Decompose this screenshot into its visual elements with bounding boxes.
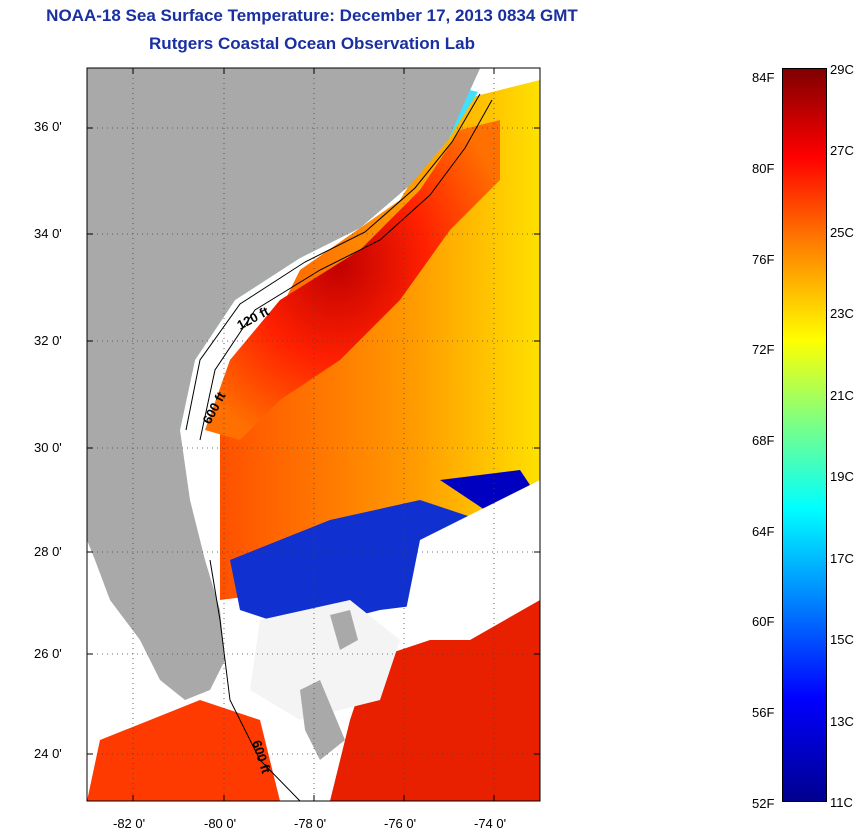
contour-600ft-south <box>209 559 301 801</box>
colorbar-fahrenheit-label: 52F <box>752 796 775 811</box>
colorbar-fahrenheit-label: 64F <box>752 524 775 539</box>
colorbar-celsius-label: 29C <box>830 62 854 77</box>
colorbar-fahrenheit-label: 72F <box>752 342 775 357</box>
keys-warm-water <box>87 700 280 801</box>
lat-tick-label: 24 0' <box>34 746 62 761</box>
colorbar-celsius-label: 13C <box>830 714 854 729</box>
lon-tick-label: -78 0' <box>294 816 327 831</box>
colorbar-celsius-label: 17C <box>830 551 854 566</box>
lat-tick-label: 34 0' <box>34 226 62 241</box>
map-ticks <box>87 68 540 801</box>
colorbar-fahrenheit-label: 80F <box>752 161 775 176</box>
colorbar-fahrenheit-label: 84F <box>752 70 775 85</box>
map-title: NOAA-18 Sea Surface Temperature: Decembe… <box>46 6 578 25</box>
gulf-stream-core <box>205 120 500 440</box>
lat-tick-label: 30 0' <box>34 440 62 455</box>
colorbar-fahrenheit-label: 56F <box>752 705 775 720</box>
lat-tick-label: 32 0' <box>34 333 62 348</box>
map-grid <box>87 68 540 801</box>
cloud-patch <box>400 480 540 640</box>
lon-tick-label: -74 0' <box>474 816 507 831</box>
colorbar-celsius-label: 19C <box>830 469 854 484</box>
lon-tick-label: -76 0' <box>384 816 417 831</box>
cloud-patch-bahamas <box>250 600 400 720</box>
colorbar-celsius-label: 25C <box>830 225 854 240</box>
lat-tick-label: 26 0' <box>34 646 62 661</box>
colorbar-fahrenheit-label: 76F <box>752 252 775 267</box>
map-plot-area <box>87 68 540 801</box>
colorbar-fahrenheit-label: 60F <box>752 614 775 629</box>
lat-tick-label: 28 0' <box>34 544 62 559</box>
bahamas-island-south <box>300 680 345 760</box>
colorbar-celsius-label: 27C <box>830 143 854 158</box>
lon-tick-label: -82 0' <box>113 816 146 831</box>
colorbar-celsius-label: 11C <box>830 795 853 810</box>
land-mass <box>87 68 480 700</box>
map-subtitle: Rutgers Coastal Ocean Observation Lab <box>149 34 475 53</box>
contour-600ft <box>199 99 493 441</box>
southeast-warm-water <box>330 600 540 801</box>
colorbar-celsius-label: 15C <box>830 632 854 647</box>
lat-tick-label: 36 0' <box>34 119 62 134</box>
bahamas-island <box>330 610 358 650</box>
colorbar-celsius-label: 21C <box>830 388 854 403</box>
temperature-colorbar <box>782 68 827 802</box>
colorbar-celsius-label: 23C <box>830 306 854 321</box>
contour-120ft <box>185 93 481 431</box>
lon-tick-label: -80 0' <box>204 816 237 831</box>
colorbar-fahrenheit-label: 68F <box>752 433 775 448</box>
